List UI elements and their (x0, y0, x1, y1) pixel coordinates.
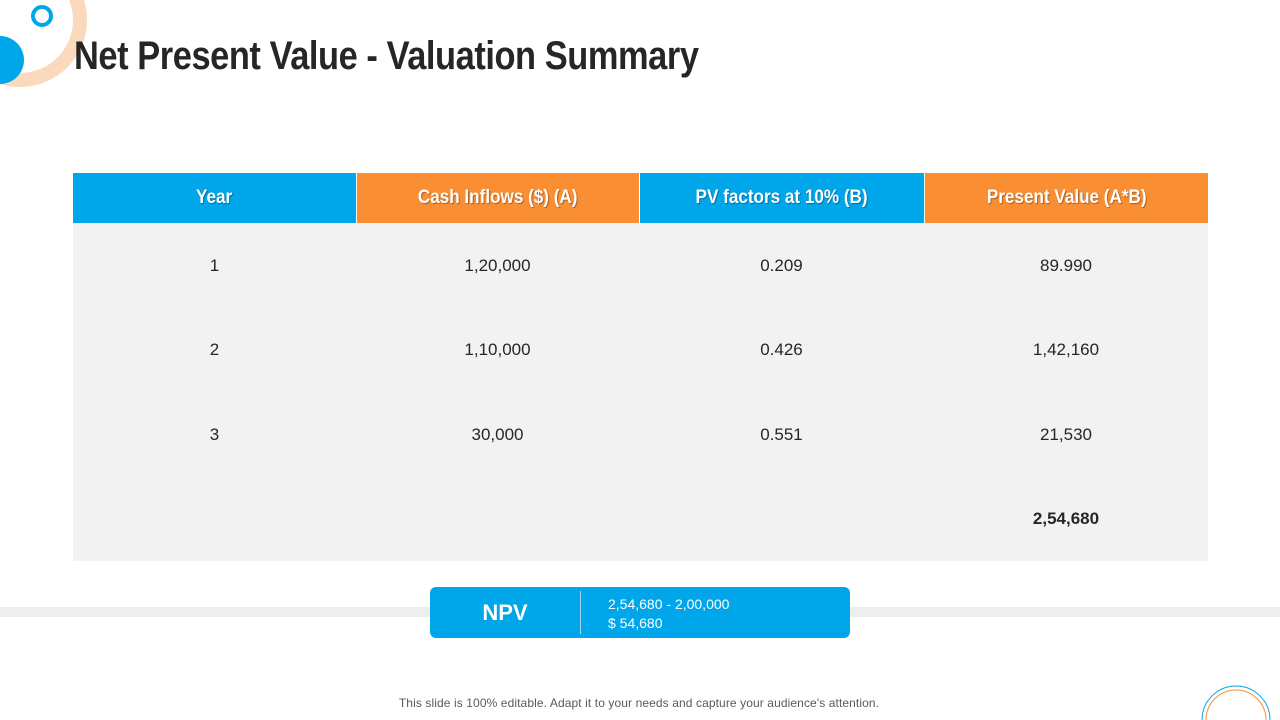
cell-empty (639, 477, 924, 561)
cell-year: 1 (209, 255, 220, 275)
header-cash-inflows: Cash Inflows ($) (A) (356, 173, 639, 223)
npv-summary-box: NPV 2,54,680 - 2,00,000 $ 54,680 (430, 587, 850, 638)
cell-cash-inflow: 30,000 (471, 424, 524, 444)
table-row: 3 30,000 0.551 21,530 (73, 393, 1208, 478)
cell-year: 2 (209, 340, 220, 360)
npv-divider (580, 591, 581, 634)
npv-calculation: 2,54,680 - 2,00,000 $ 54,680 (608, 595, 729, 633)
table-total-row: 2,54,680 (73, 477, 1208, 561)
decorative-orange-outline-circle (1205, 689, 1267, 720)
footer-note: This slide is 100% editable. Adapt it to… (398, 696, 880, 710)
cell-empty (73, 477, 356, 561)
decorative-blue-circle (0, 36, 24, 84)
cell-pv-factor: 0.426 (760, 340, 803, 360)
npv-formula: 2,54,680 - 2,00,000 (608, 596, 730, 612)
cell-present-value: 21,530 (1040, 424, 1092, 444)
header-year: Year (73, 173, 356, 223)
header-pv-factors-label: PV factors at 10% (B) (695, 187, 869, 208)
cell-year: 3 (209, 424, 220, 444)
decorative-circles-top-left (0, 0, 87, 87)
table-row: 2 1,10,000 0.426 1,42,160 (73, 308, 1208, 393)
page-title: Net Present Value - Valuation Summary (74, 34, 699, 78)
header-present-value: Present Value (A*B) (924, 173, 1208, 223)
cell-cash-inflow: 1,10,000 (464, 340, 531, 360)
cell-total-present-value: 2,54,680 (1032, 509, 1100, 528)
decorative-orange-arc (0, 0, 87, 87)
cell-cash-inflow: 1,20,000 (464, 255, 531, 275)
table-header-row: Year Cash Inflows ($) (A) PV factors at … (73, 173, 1208, 223)
cell-empty (356, 477, 639, 561)
npv-result: $ 54,680 (608, 615, 663, 631)
npv-label: NPV (482, 599, 528, 625)
cell-pv-factor: 0.551 (760, 424, 803, 444)
table-body: 1 1,20,000 0.209 89.990 2 1,10,000 0.426… (73, 223, 1208, 561)
header-cash-inflows-label: Cash Inflows ($) (A) (418, 187, 578, 208)
valuation-table: Year Cash Inflows ($) (A) PV factors at … (73, 173, 1208, 561)
cell-present-value: 1,42,160 (1032, 340, 1100, 360)
cell-pv-factor: 0.209 (760, 255, 803, 275)
table-row: 1 1,20,000 0.209 89.990 (73, 223, 1208, 308)
header-year-label: Year (196, 187, 233, 208)
decorative-ring (31, 5, 53, 27)
cell-present-value: 89.990 (1040, 255, 1092, 275)
decorative-blue-outline-circle (1201, 685, 1271, 720)
header-present-value-label: Present Value (A*B) (986, 187, 1147, 208)
decorative-circles-bottom-right (1201, 685, 1271, 720)
header-pv-factors: PV factors at 10% (B) (639, 173, 924, 223)
